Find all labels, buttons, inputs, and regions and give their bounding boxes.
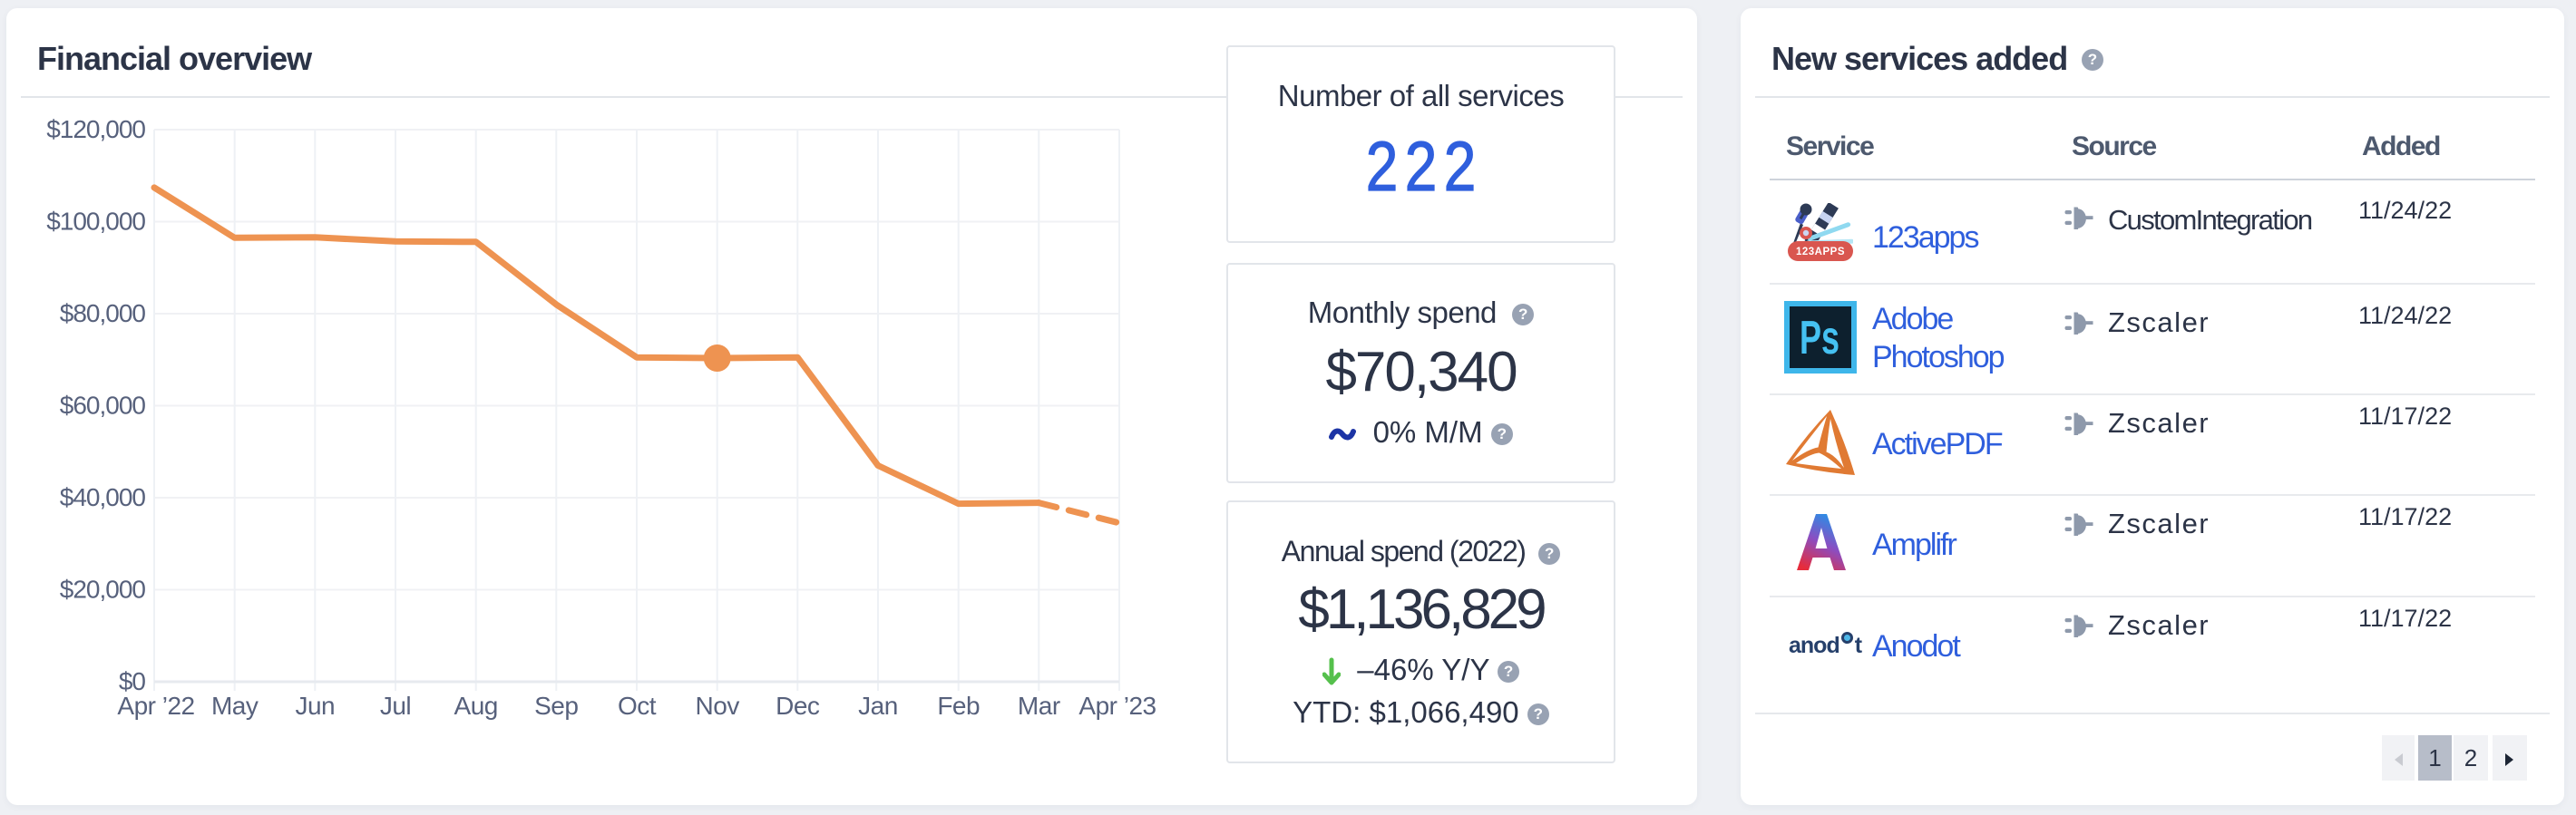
svg-text:Apr ’23: Apr ’23 (1078, 692, 1156, 720)
svg-text:Aug: Aug (454, 692, 498, 720)
svg-text:Jul: Jul (380, 692, 411, 720)
svg-text:Jun: Jun (295, 692, 335, 720)
svg-text:$60,000: $60,000 (60, 392, 146, 420)
svg-text:$100,000: $100,000 (46, 208, 145, 236)
svg-text:Jan: Jan (858, 692, 898, 720)
svg-text:Ps: Ps (1800, 312, 1839, 364)
svg-text:$120,000: $120,000 (46, 115, 145, 143)
svg-text:Oct: Oct (618, 692, 657, 720)
svg-text:Feb: Feb (937, 692, 980, 720)
svg-text:123APPS: 123APPS (1796, 247, 1845, 257)
svg-text:Sep: Sep (534, 692, 578, 720)
svg-text:May: May (211, 692, 259, 720)
svg-text:Nov: Nov (696, 692, 740, 720)
svg-text:Apr ’22: Apr ’22 (117, 692, 194, 720)
svg-text:Dec: Dec (776, 692, 820, 720)
svg-text:$40,000: $40,000 (60, 483, 146, 511)
svg-text:$20,000: $20,000 (60, 576, 146, 604)
svg-text:$80,000: $80,000 (60, 299, 146, 327)
svg-text:$0: $0 (119, 667, 146, 695)
svg-text:Mar: Mar (1018, 692, 1060, 720)
